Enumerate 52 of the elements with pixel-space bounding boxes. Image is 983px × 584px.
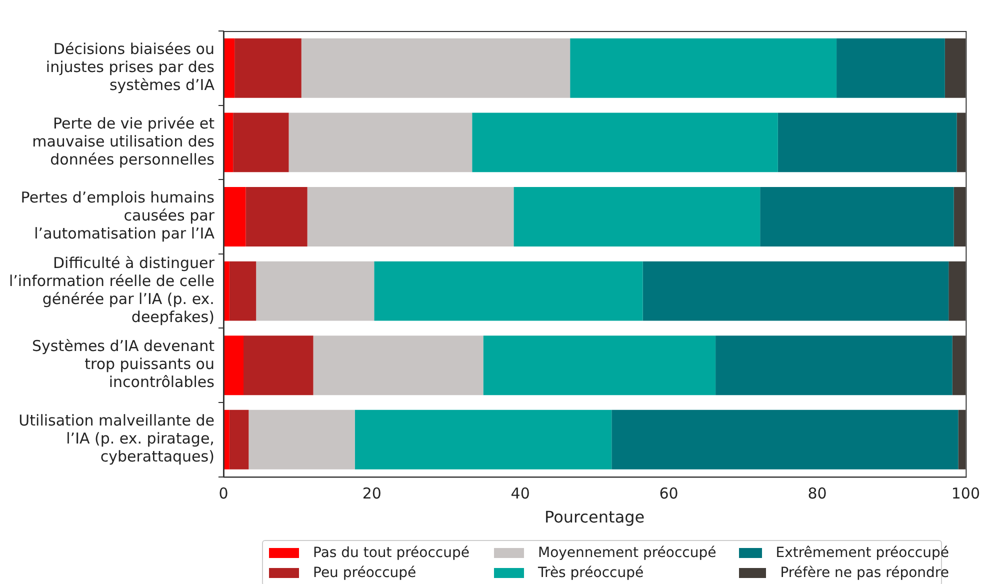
bar (778, 112, 957, 172)
x-tick-label: 80 (808, 484, 827, 503)
y-tick-label: Perte de vie privée et mauvaise utilisation des données personnelles (32, 114, 215, 168)
bar (229, 410, 249, 470)
y-tick-label: Difficulté à distinguer l’information réelle de celle générée par l’IA (p. ex. deepfakes) (8, 254, 216, 326)
bar (612, 410, 958, 470)
bar (952, 336, 966, 396)
y-tick-label: Systèmes d’IA devenant trop puissants ou incontrôlables (32, 337, 215, 392)
bar (483, 336, 716, 396)
bar (944, 38, 966, 98)
legend-label: Peu préoccupé (313, 565, 416, 581)
bar (233, 112, 289, 172)
bar (223, 336, 244, 396)
x-tick-label: 0 (218, 484, 228, 503)
bar (244, 336, 314, 396)
bar (313, 336, 484, 396)
bar (836, 38, 945, 98)
bar (642, 261, 949, 321)
legend-label: Très préoccupé (538, 565, 644, 581)
legend-label: Pas du tout préoccupé (313, 545, 470, 561)
y-tick-label: Pertes d’emplois humains causées par l’automatisation par l’IA (20, 188, 216, 243)
bar (570, 38, 837, 98)
bar (354, 410, 612, 470)
bar (234, 38, 302, 98)
legend-label: Moyennement préoccupé (538, 545, 716, 561)
bar (514, 187, 760, 246)
bar (716, 336, 952, 396)
bar (760, 187, 954, 246)
bar (948, 261, 966, 321)
x-tick-label: 20 (362, 484, 382, 503)
legend-label: Préfère ne pas répondre (780, 565, 949, 581)
bar (956, 112, 966, 172)
bar (472, 112, 778, 172)
x-tick-label: 100 (951, 484, 980, 503)
y-tick-label: Décisions biaisées ou injustes prises par des systèmes d’IA (46, 40, 216, 94)
bar (223, 38, 235, 98)
bar (288, 112, 472, 172)
bar (229, 261, 256, 321)
bar (301, 38, 570, 98)
bar (307, 187, 514, 246)
legend-label: Extrêmement préoccupé (776, 545, 949, 561)
bar (248, 410, 355, 470)
bar (223, 187, 246, 246)
x-axis-title: Pourcentage (544, 508, 645, 527)
bar (954, 187, 966, 246)
bar (256, 261, 374, 321)
bar (246, 187, 308, 246)
bar (374, 261, 643, 321)
bar (958, 410, 966, 470)
x-tick-label: 60 (659, 484, 678, 503)
y-tick-label: Utilisation malveillante de l’IA (p. ex. piratage, cyberattaques) (18, 412, 214, 466)
x-tick-label: 40 (510, 484, 530, 503)
